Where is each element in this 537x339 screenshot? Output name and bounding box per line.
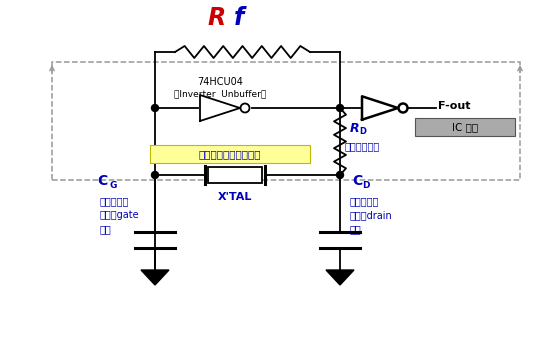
Text: 端）: 端） [350,224,362,234]
Bar [415,118,515,136]
Bar [150,145,310,163]
Text: 電容，gate: 電容，gate [100,210,140,220]
Circle shape [337,172,344,179]
Text: G: G [110,180,117,190]
Text: 端）: 端） [100,224,112,234]
Text: D: D [362,180,369,190]
Text: R: R [350,121,360,135]
Text: 電容，drain: 電容，drain [350,210,393,220]
Text: （頻率調整: （頻率調整 [350,196,379,206]
Circle shape [151,172,158,179]
Text: C: C [97,174,107,188]
Text: f: f [234,6,244,30]
Text: 一般振盪線路外部零件: 一般振盪線路外部零件 [199,149,261,159]
Circle shape [337,104,344,112]
Text: （Inverter  Unbuffer）: （Inverter Unbuffer） [174,89,266,99]
Circle shape [398,103,408,113]
Circle shape [241,103,250,113]
Text: （頻率調整: （頻率調整 [100,196,129,206]
Text: C: C [352,174,362,188]
Polygon shape [141,270,169,285]
Circle shape [151,104,158,112]
Text: D: D [359,127,366,137]
Bar [208,167,262,183]
Text: 74HCU04: 74HCU04 [197,77,243,87]
Polygon shape [326,270,354,285]
Bar [52,62,520,180]
Text: X'TAL: X'TAL [218,192,252,202]
Text: （限流電阻）: （限流電阻） [345,141,380,151]
Text: F-out: F-out [438,101,470,111]
Text: IC 內部: IC 內部 [452,122,478,132]
Text: R: R [208,6,226,30]
